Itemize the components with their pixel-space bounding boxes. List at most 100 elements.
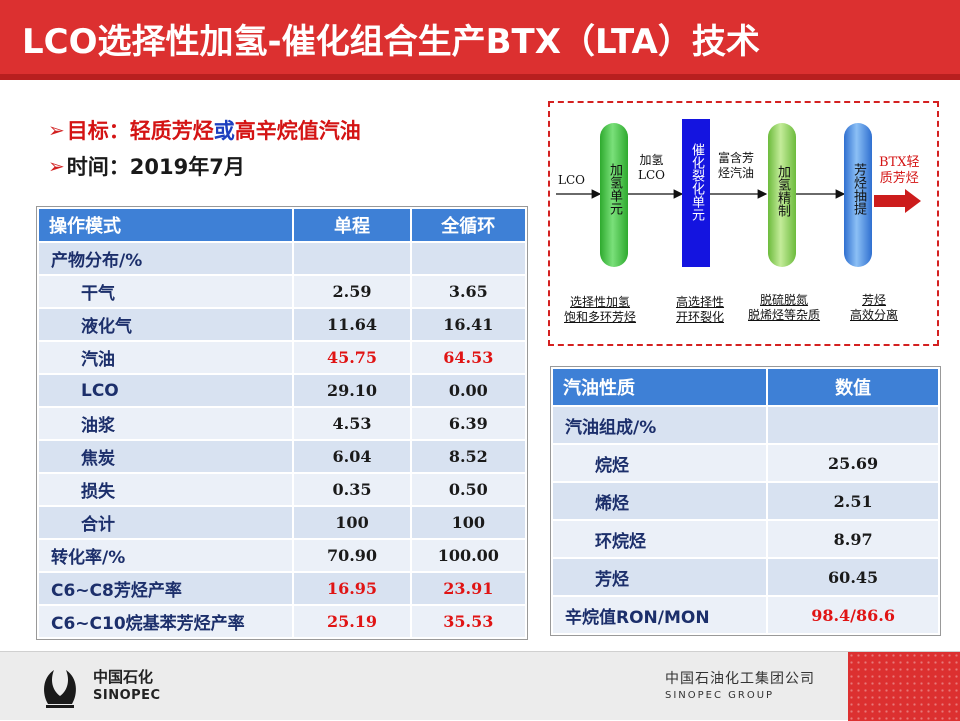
- row-label: 汽油: [36, 340, 295, 375]
- sinopec-logo-icon: [44, 670, 76, 708]
- table-header-row: 汽油性质 数值: [550, 367, 940, 407]
- goal-part1: 轻质芳烃: [129, 119, 214, 143]
- output-arrow: [874, 189, 921, 213]
- table-row: 油浆 4.53 6.39: [36, 406, 528, 441]
- full-value: 100.00: [409, 538, 528, 573]
- row-label: 辛烷值RON/MON: [550, 595, 769, 635]
- table-row: 合计 100 100: [36, 505, 528, 540]
- bullet-arrow-icon: ➢: [48, 154, 65, 178]
- hydrofinishing-unit-column: [768, 123, 796, 267]
- single-value: 2.59: [292, 274, 412, 309]
- flow-graphics: [556, 119, 921, 267]
- single-value: 45.75: [292, 340, 412, 375]
- extraction-unit-column: [844, 123, 872, 267]
- empty-cell: [292, 241, 412, 276]
- title-stripe: [0, 74, 960, 80]
- full-value: 16.41: [409, 307, 528, 342]
- note1-line1: 选择性加氢: [570, 295, 631, 309]
- table-row: C6~C10烷基苯芳烃产率 25.19 35.53: [36, 604, 528, 639]
- unit1-text: 加氢单元: [607, 163, 622, 215]
- goal-label: 目标：: [66, 119, 130, 143]
- header-single: 单程: [292, 207, 412, 243]
- gasoline-properties-table: 汽油性质 数值 汽油组成/% 烷烃 25.69 烯烃 2.51 环烷烃 8.97…: [550, 366, 941, 636]
- row-label: 烯烃: [550, 481, 769, 521]
- note4-line2: 高效分离: [850, 308, 899, 322]
- table-row: 汽油 45.75 64.53: [36, 340, 528, 375]
- note4-line1: 芳烃: [862, 293, 887, 307]
- note-fcc: 高选择性 开环裂化: [676, 295, 724, 325]
- full-value: 0.00: [409, 373, 528, 408]
- goal-part2: 高辛烷值汽油: [234, 119, 361, 143]
- group-cn-text: 中国石油化工集团公司: [665, 671, 815, 687]
- row-label: 产物分布/%: [36, 241, 295, 276]
- note3-line1: 脱硫脱氮: [760, 293, 809, 307]
- table-row: 产物分布/%: [36, 241, 528, 276]
- table-row: 液化气 11.64 16.41: [36, 307, 528, 342]
- note-hydrogenation: 选择性加氢 饱和多环芳烃: [564, 295, 636, 325]
- header-value: 数值: [766, 367, 940, 407]
- stream1-line1: 加氢: [639, 153, 664, 167]
- stream2-label: 富含芳 烃汽油: [718, 151, 754, 181]
- note2-line2: 开环裂化: [676, 310, 725, 324]
- row-label: 烷烃: [550, 443, 769, 483]
- logo-en-text: SINOPEC: [93, 688, 161, 703]
- single-value: 4.53: [292, 406, 412, 441]
- stream1-line2: LCO: [638, 168, 665, 182]
- full-value: 23.91: [409, 571, 528, 606]
- note2-line1: 高选择性: [676, 295, 725, 309]
- footer: 中国石化 SINOPEC 中国石油化工集团公司 SINOPEC GROUP: [0, 651, 960, 721]
- logo-cn-text: 中国石化: [93, 668, 154, 686]
- full-value: 64.53: [409, 340, 528, 375]
- row-label: 焦炭: [36, 439, 295, 474]
- unit2-text: 催化裂化单元: [689, 143, 704, 221]
- empty-cell: [409, 241, 528, 276]
- group-en-text: SINOPEC GROUP: [665, 690, 775, 701]
- single-value: 100: [292, 505, 412, 540]
- table-row: 焦炭 6.04 8.52: [36, 439, 528, 474]
- stream1-label: 加氢 LCO: [638, 153, 665, 183]
- row-label: 合计: [36, 505, 295, 540]
- unit4-label: 芳烃抽提: [851, 163, 866, 219]
- goal-bullet: ➢ 目标： 轻质芳烃 或 高辛烷值汽油: [48, 112, 361, 148]
- full-value: 100: [409, 505, 528, 540]
- table-row: C6~C8芳烃产率 16.95 23.91: [36, 571, 528, 606]
- row-label: C6~C8芳烃产率: [36, 571, 295, 606]
- table-row: LCO 29.10 0.00: [36, 373, 528, 408]
- table-header-row: 操作模式 单程 全循环: [36, 207, 528, 243]
- unit3-label: 加氢精制: [775, 165, 790, 221]
- footer-dot-pattern: [848, 652, 960, 721]
- fcc-unit-column: [682, 119, 710, 267]
- table-row: 芳烃 60.45: [550, 557, 940, 597]
- row-label: 干气: [36, 274, 295, 309]
- hydrogenation-unit-column: [600, 123, 628, 267]
- table-row: 环烷烃 8.97: [550, 519, 940, 559]
- output-line1: BTX轻: [879, 155, 920, 170]
- property-value: 8.97: [766, 519, 940, 559]
- note3-line2: 脱烯烃等杂质: [748, 308, 821, 322]
- row-label: 液化气: [36, 307, 295, 342]
- full-value: 0.50: [409, 472, 528, 507]
- bullet-arrow-icon: ➢: [48, 118, 65, 142]
- note-hydrofinishing: 脱硫脱氮 脱烯烃等杂质: [748, 293, 820, 323]
- header-property: 汽油性质: [550, 367, 769, 407]
- unit2-label: 催化裂化单元: [689, 143, 704, 225]
- property-value: 2.51: [766, 481, 940, 521]
- time-bullet: ➢ 时间： 2019年7月: [48, 148, 361, 184]
- unit4-text: 芳烃抽提: [851, 163, 866, 215]
- table-row: 干气 2.59 3.65: [36, 274, 528, 309]
- note-extraction: 芳烃 高效分离: [850, 293, 898, 323]
- single-value: 70.90: [292, 538, 412, 573]
- output-label: BTX轻 质芳烃: [879, 155, 919, 187]
- header-mode: 操作模式: [36, 207, 295, 243]
- row-label: 转化率/%: [36, 538, 295, 573]
- header-full: 全循环: [409, 207, 528, 243]
- table-row: 辛烷值RON/MON 98.4/86.6: [550, 595, 940, 635]
- time-label: 时间：: [66, 155, 130, 179]
- bullet-list: ➢ 目标： 轻质芳烃 或 高辛烷值汽油 ➢ 时间： 2019年7月: [48, 112, 361, 184]
- table-row: 汽油组成/%: [550, 405, 940, 445]
- product-distribution-table: 操作模式 单程 全循环 产物分布/% 干气 2.59 3.65 液化气 11.6…: [36, 206, 528, 640]
- note1-line2: 饱和多环芳烃: [564, 310, 637, 324]
- table-row: 转化率/% 70.90 100.00: [36, 538, 528, 573]
- single-value: 29.10: [292, 373, 412, 408]
- property-value: 98.4/86.6: [766, 595, 940, 635]
